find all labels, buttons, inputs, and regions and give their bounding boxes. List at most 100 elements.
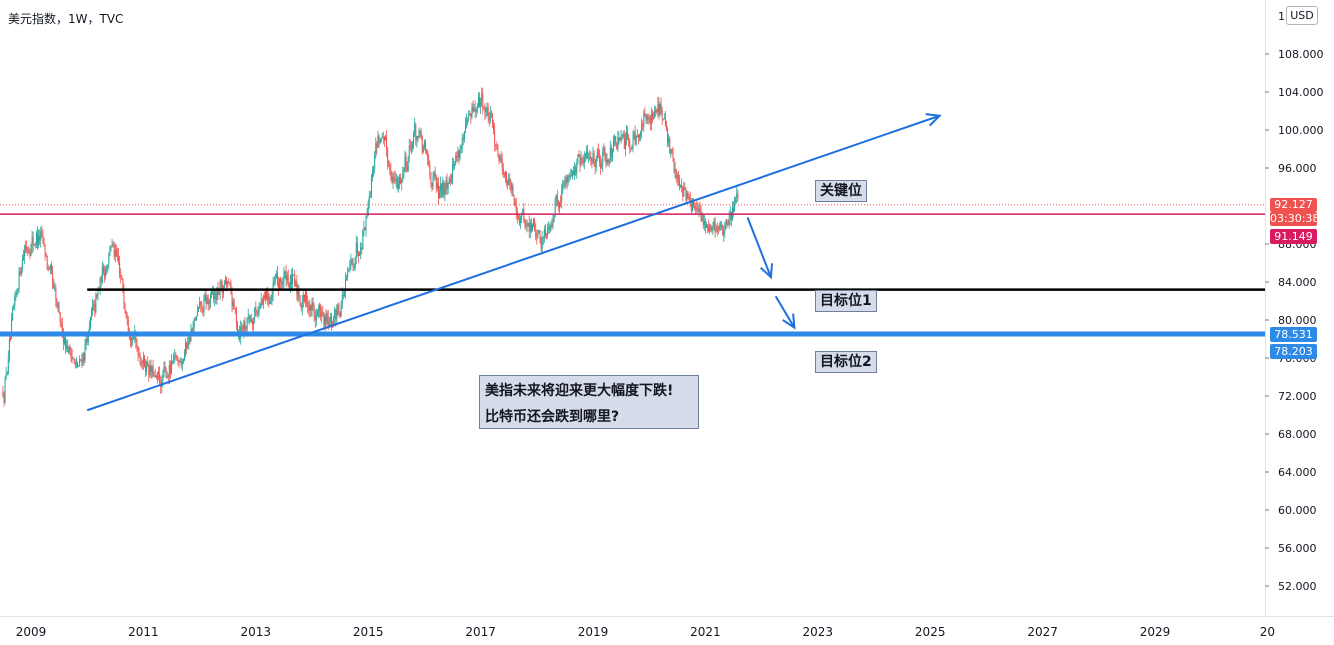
note-box[interactable]: 美指未来将迎来更大幅度下跌! 比特币还会跌到哪里? [479,375,699,429]
candle-body [565,177,567,181]
candle-body [253,317,255,325]
candle-body [672,150,674,159]
candle-body [107,264,109,267]
candle-body [669,138,671,154]
candle-body [329,317,331,322]
candle-body [432,176,434,187]
candle-body [618,137,620,139]
candle-body [445,180,447,188]
candle-body [485,109,487,113]
candle-body [694,205,696,209]
candle-body [724,224,726,232]
candle-body [634,132,636,144]
label-target-2[interactable]: 目标位2 [815,351,877,373]
candle-body [165,369,167,377]
candle-body [487,108,489,118]
candle-body [310,304,312,310]
price-label-bg [1270,344,1317,359]
candle-body [363,228,365,232]
candle-body [265,290,267,298]
candle-body [288,282,290,289]
candle-body [461,137,463,148]
candle-body [567,175,569,183]
candle-body [81,359,83,363]
candle-body [691,201,693,212]
candle-body [4,378,6,403]
candle-body [479,97,481,107]
candle-body [203,300,205,313]
candle-body [349,265,351,269]
candle-body [247,316,249,319]
candle-body [47,268,49,270]
candle-body [507,182,509,185]
x-tick-label: 2025 [915,625,946,639]
candle-body [132,337,134,339]
candle-body [369,195,371,197]
candle-body [215,292,217,301]
candle-body [426,148,428,152]
candle-body [563,183,565,185]
candle-body [34,242,36,246]
candle-body [480,101,482,107]
candle-body [458,150,460,158]
candle-body [187,344,189,348]
candle-body [295,281,297,287]
candle-body [558,201,560,208]
candle-body [595,158,597,168]
candle-body [95,294,97,313]
candle-body [225,278,227,285]
candle-body [48,268,50,270]
candle-body [182,359,184,362]
candle-body [356,243,358,252]
candle-body [604,147,606,160]
y-tick-label: 80.000 [1278,314,1317,327]
candle-body [718,226,720,229]
candle-body [179,361,181,363]
candle-body [347,269,349,277]
candle-body [155,375,157,378]
candle-body [540,241,542,249]
candle-body [354,258,356,267]
candle-body [234,307,236,309]
candle-body [511,186,513,191]
candle-body [524,220,526,226]
candle-body [148,365,150,376]
candle-body [386,137,388,151]
candle-body [501,158,503,168]
candle-body [647,115,649,120]
currency-button[interactable]: USD [1286,6,1318,25]
candle-body [275,273,277,278]
candle-body [608,160,610,163]
candle-body [20,268,22,275]
candle-body [201,305,203,307]
candle-body [289,275,291,289]
candle-body [658,104,660,115]
candle-body [587,151,589,159]
label-target-1[interactable]: 目标位1 [815,290,877,312]
candle-body [733,207,734,212]
candle-body [564,180,566,185]
candle-body [737,193,739,199]
candle-body [306,291,308,303]
note-line-1: 美指未来将迎来更大幅度下跌! [485,383,674,399]
candle-body [367,202,369,214]
candle-body [641,123,643,133]
candle-body [319,305,321,311]
candle-body [434,172,436,177]
candle-body [676,174,678,179]
candle-body [633,132,635,137]
candle-body [662,118,664,120]
candle-body [629,141,631,148]
candle-body [481,93,483,102]
candle-body [173,356,175,361]
candle-body [431,183,433,187]
candle-body [537,233,539,237]
candle-body [27,249,29,252]
candle-body [66,344,68,349]
label-key-level[interactable]: 关键位 [815,180,867,202]
candle-body [710,224,712,231]
candle-body [199,302,201,308]
candle-body [365,215,367,230]
